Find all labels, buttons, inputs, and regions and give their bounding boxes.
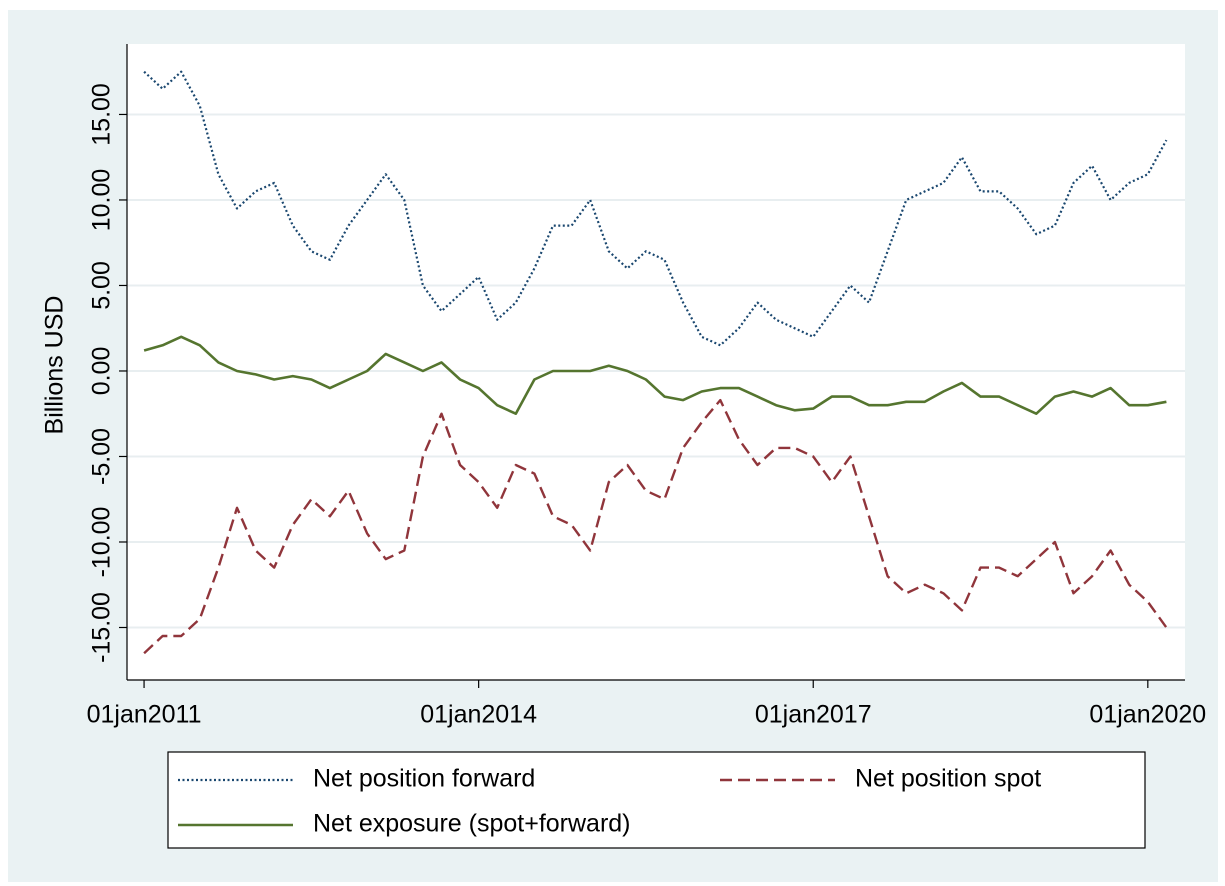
plot-area: [127, 44, 1185, 680]
y-tick-label: 5.00: [88, 261, 116, 310]
legend-label: Net position forward: [313, 765, 535, 793]
y-tick-label: -10.00: [88, 507, 116, 578]
y-tick-label: 10.00: [88, 169, 116, 232]
x-tick-label: 01jan2011: [87, 701, 202, 729]
y-tick-label: 0.00: [88, 347, 116, 396]
legend-label: Net exposure (spot+forward): [313, 810, 631, 838]
y-axis-title: Billions USD: [41, 296, 69, 435]
x-tick-label: 01jan2020: [1089, 701, 1206, 729]
y-tick-label: -15.00: [88, 592, 116, 663]
x-tick-label: 01jan2017: [755, 701, 872, 729]
legend-label: Net position spot: [855, 765, 1041, 793]
x-tick-label: 01jan2014: [420, 701, 537, 729]
series-line: [143, 398, 1168, 655]
y-tick-label: 15.00: [88, 83, 116, 146]
legend: [167, 751, 1146, 849]
y-tick-label: -5.00: [88, 428, 116, 485]
series-line: [143, 335, 1167, 415]
